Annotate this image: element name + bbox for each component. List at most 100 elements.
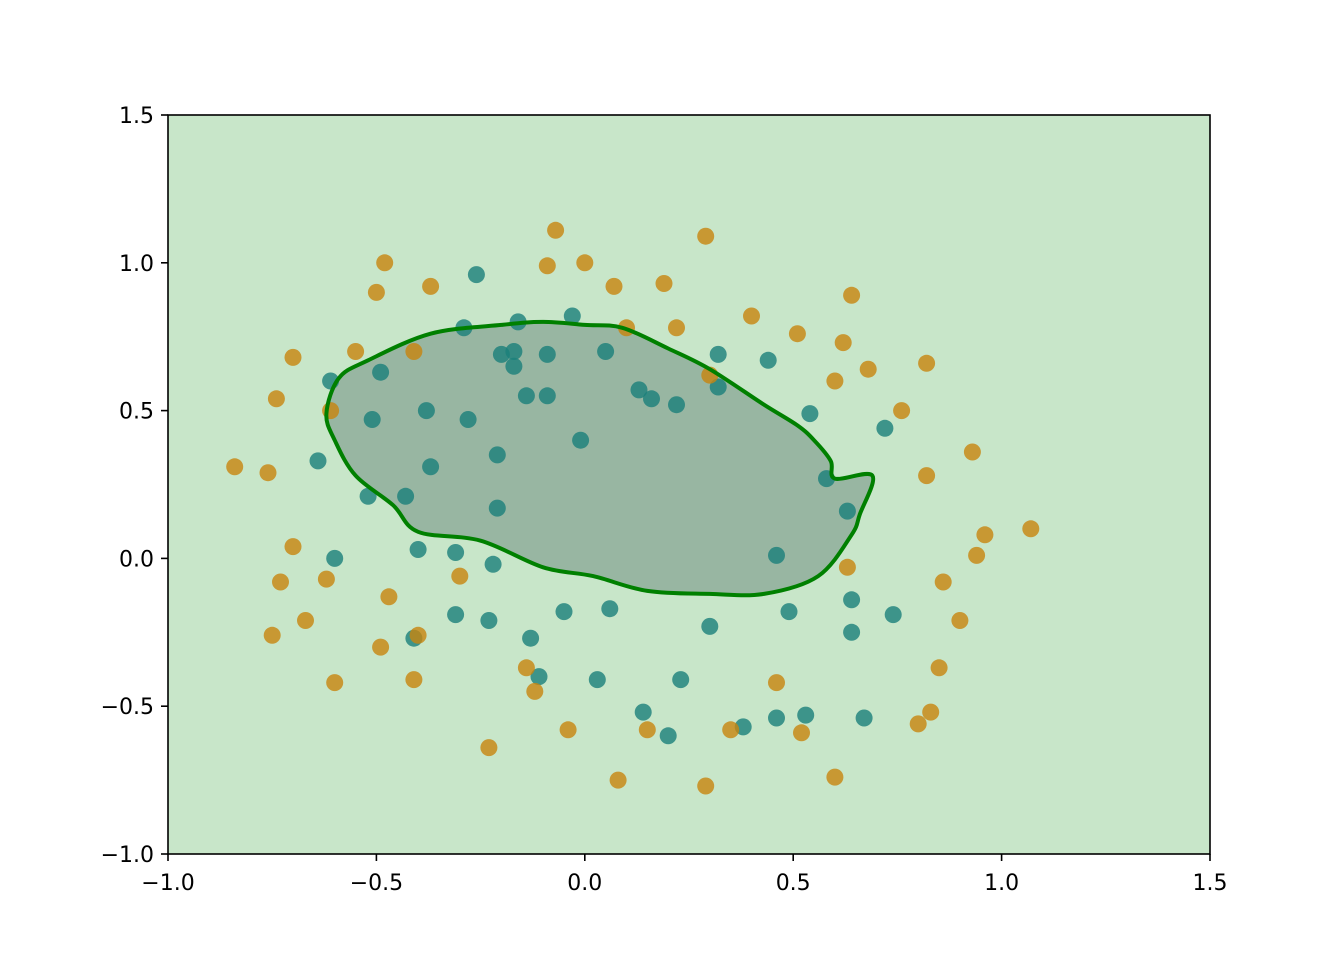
data-point-inner	[709, 345, 727, 363]
data-point-inner	[538, 345, 556, 363]
data-point-outer	[697, 777, 715, 795]
data-point-outer	[259, 464, 277, 482]
x-tick-label: 1.0	[984, 871, 1019, 896]
data-point-inner	[884, 606, 902, 624]
data-point-inner	[759, 351, 777, 369]
data-point-inner	[572, 431, 590, 449]
data-point-inner	[372, 363, 390, 381]
x-tick-label: −0.5	[350, 871, 403, 896]
data-point-inner	[555, 603, 573, 621]
data-point-inner	[701, 617, 719, 635]
data-point-inner	[843, 591, 861, 609]
data-point-outer	[968, 546, 986, 564]
plot-frame	[167, 114, 1211, 855]
data-point-outer	[451, 567, 469, 585]
data-point-inner	[397, 487, 415, 505]
data-point-outer	[609, 771, 627, 789]
data-point-inner	[643, 390, 660, 408]
y-tick-label: 0.0	[119, 547, 154, 572]
data-point-outer	[655, 275, 673, 292]
data-point-inner	[480, 612, 498, 629]
data-point-inner	[309, 452, 327, 470]
data-point-inner	[447, 544, 465, 561]
data-point-inner	[447, 606, 465, 624]
data-point-inner	[563, 307, 581, 325]
data-point-outer	[922, 703, 940, 721]
data-point-inner	[488, 446, 506, 464]
data-point-inner	[505, 357, 523, 375]
data-point-outer	[638, 721, 656, 739]
data-point-inner	[522, 629, 540, 647]
data-point-outer	[1022, 520, 1040, 538]
data-point-outer	[859, 360, 877, 378]
data-point-inner	[709, 378, 727, 396]
data-point-outer	[768, 674, 785, 692]
x-axis: −1.0 −0.5 0.0 0.5 1.0 1.5	[141, 854, 1228, 896]
data-point-inner	[409, 541, 427, 558]
data-point-inner	[326, 549, 344, 567]
data-point-outer	[976, 526, 994, 544]
data-point-outer	[934, 573, 952, 591]
data-point-inner	[668, 396, 685, 414]
data-point-outer	[576, 254, 594, 272]
data-point-outer	[668, 319, 685, 337]
data-point-inner	[780, 603, 798, 621]
data-point-inner	[630, 381, 648, 399]
y-tick-label: −0.5	[101, 695, 154, 720]
data-point-inner	[505, 343, 523, 360]
data-point-outer	[951, 612, 969, 629]
data-point-inner	[634, 703, 652, 721]
data-point-outer	[826, 768, 844, 786]
data-point-inner	[530, 668, 548, 686]
data-point-outer	[480, 739, 498, 757]
data-point-outer	[843, 286, 861, 304]
data-point-inner	[422, 458, 440, 476]
data-point-inner	[363, 411, 381, 428]
data-point-outer	[409, 626, 427, 644]
data-point-outer	[422, 277, 440, 295]
data-point-inner	[538, 387, 556, 405]
data-point-outer	[788, 325, 806, 343]
data-point-outer	[272, 573, 289, 591]
data-point-outer	[405, 671, 423, 689]
x-tick-label: 1.5	[1193, 871, 1228, 896]
data-point-outer	[297, 612, 314, 629]
data-point-outer	[826, 372, 844, 390]
data-point-inner	[588, 671, 606, 689]
y-tick-label: 0.5	[119, 400, 154, 425]
data-point-outer	[284, 348, 302, 366]
data-point-outer	[380, 588, 398, 606]
data-point-inner	[459, 411, 477, 428]
data-point-outer	[526, 682, 544, 700]
data-point-outer	[605, 277, 623, 295]
data-point-outer	[347, 343, 365, 360]
data-point-inner	[601, 600, 619, 618]
data-point-inner	[517, 387, 535, 405]
data-point-inner	[417, 402, 435, 420]
data-point-inner	[488, 499, 506, 517]
data-point-inner	[672, 671, 690, 689]
data-point-outer	[963, 443, 981, 461]
data-point-outer	[918, 467, 936, 485]
data-point-outer	[538, 257, 556, 275]
y-tick-label: 1.5	[119, 104, 154, 129]
data-point-outer	[697, 227, 715, 245]
data-point-inner	[838, 502, 856, 520]
points-layer	[226, 221, 1040, 795]
decision-boundary-line	[324, 319, 876, 598]
data-point-outer	[838, 558, 856, 576]
data-point-inner	[467, 266, 485, 284]
data-point-outer	[263, 626, 281, 644]
data-point-outer	[226, 458, 244, 476]
data-point-outer	[372, 638, 390, 656]
data-point-outer	[559, 721, 577, 739]
data-point-outer	[376, 254, 394, 272]
data-point-outer	[547, 221, 565, 239]
data-point-outer	[405, 343, 423, 360]
data-point-inner	[876, 419, 894, 437]
data-point-inner	[768, 546, 785, 564]
decision-region-fill	[326, 321, 874, 596]
data-point-outer	[317, 570, 335, 588]
data-point-outer	[722, 721, 740, 739]
